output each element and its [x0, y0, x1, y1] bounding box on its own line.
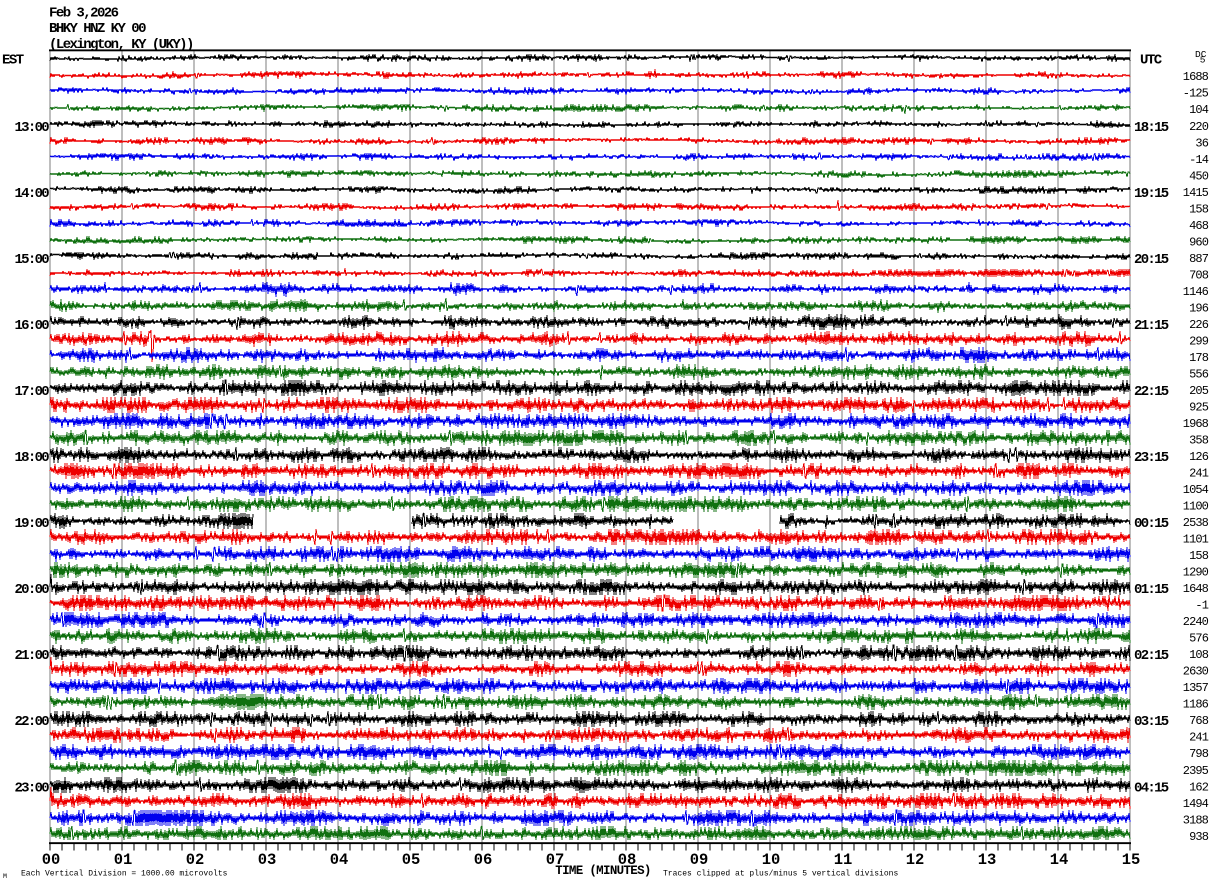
svg-text:960: 960: [1189, 235, 1209, 249]
svg-text:196: 196: [1189, 301, 1209, 315]
svg-text:UTC: UTC: [1140, 52, 1163, 68]
svg-text:205: 205: [1189, 384, 1209, 398]
svg-text:556: 556: [1189, 367, 1209, 381]
svg-text:5: 5: [1200, 55, 1206, 66]
svg-text:925: 925: [1189, 400, 1209, 414]
svg-text:19:00: 19:00: [14, 516, 49, 532]
svg-text:2395: 2395: [1183, 764, 1209, 778]
svg-text:22:00: 22:00: [14, 714, 49, 730]
svg-text:1415: 1415: [1183, 186, 1209, 200]
svg-text:226: 226: [1189, 318, 1209, 332]
svg-text:00:15: 00:15: [1134, 516, 1169, 532]
svg-text:20:00: 20:00: [14, 582, 49, 598]
svg-text:(Lexington, KY (UKY)): (Lexington, KY (UKY)): [49, 37, 193, 53]
svg-text:1100: 1100: [1183, 500, 1209, 514]
svg-text:01: 01: [114, 851, 133, 869]
svg-text:09: 09: [690, 851, 709, 869]
svg-text:1357: 1357: [1183, 681, 1209, 695]
svg-text:241: 241: [1189, 731, 1209, 745]
svg-text:158: 158: [1189, 202, 1209, 216]
svg-text:17:00: 17:00: [14, 384, 49, 400]
svg-text:241: 241: [1189, 467, 1209, 481]
svg-text:06: 06: [474, 851, 493, 869]
svg-text:DC: DC: [1195, 49, 1207, 60]
svg-text:13: 13: [978, 851, 997, 869]
svg-text:1186: 1186: [1183, 698, 1209, 712]
svg-text:M: M: [3, 873, 7, 880]
svg-text:14:00: 14:00: [14, 186, 49, 202]
svg-text:23:15: 23:15: [1134, 450, 1169, 466]
svg-text:158: 158: [1189, 549, 1209, 563]
svg-text:104: 104: [1189, 103, 1209, 117]
svg-text:576: 576: [1189, 632, 1209, 646]
svg-text:2630: 2630: [1183, 665, 1209, 679]
svg-text:15: 15: [1122, 851, 1141, 869]
svg-text:1146: 1146: [1183, 285, 1209, 299]
svg-text:21:00: 21:00: [14, 648, 49, 664]
svg-text:18:00: 18:00: [14, 450, 49, 466]
svg-text:3188: 3188: [1183, 813, 1209, 827]
svg-text:11: 11: [834, 851, 853, 869]
svg-text:-125: -125: [1183, 87, 1209, 101]
svg-text:1688: 1688: [1183, 70, 1209, 84]
svg-text:Traces clipped at plus/minus 5: Traces clipped at plus/minus 5 vertical …: [663, 870, 898, 879]
svg-text:126: 126: [1189, 450, 1209, 464]
svg-text:BHKY HNZ KY 00: BHKY HNZ KY 00: [49, 21, 146, 37]
svg-text:EST: EST: [2, 52, 24, 68]
svg-text:16:00: 16:00: [14, 318, 49, 334]
svg-text:01:15: 01:15: [1134, 582, 1169, 598]
svg-text:1968: 1968: [1183, 417, 1209, 431]
svg-text:1054: 1054: [1183, 483, 1209, 497]
svg-text:468: 468: [1189, 219, 1209, 233]
svg-text:18:15: 18:15: [1134, 120, 1169, 136]
svg-text:03: 03: [258, 851, 277, 869]
svg-text:-14: -14: [1189, 153, 1209, 167]
svg-text:2240: 2240: [1183, 615, 1209, 629]
svg-text:768: 768: [1189, 714, 1209, 728]
svg-text:07: 07: [546, 851, 565, 869]
svg-text:1290: 1290: [1183, 566, 1209, 580]
svg-text:12: 12: [906, 851, 925, 869]
svg-text:08: 08: [618, 851, 637, 869]
svg-text:Feb 3,2026: Feb 3,2026: [49, 6, 119, 22]
svg-text:22:15: 22:15: [1134, 384, 1169, 400]
svg-text:708: 708: [1189, 268, 1209, 282]
svg-text:108: 108: [1189, 648, 1209, 662]
svg-text:938: 938: [1189, 830, 1209, 844]
svg-text:178: 178: [1189, 351, 1209, 365]
svg-text:03:15: 03:15: [1134, 714, 1169, 730]
svg-text:02: 02: [186, 851, 205, 869]
svg-text:14: 14: [1050, 851, 1069, 869]
svg-text:04: 04: [330, 851, 349, 869]
svg-text:887: 887: [1189, 252, 1209, 266]
svg-text:00: 00: [42, 851, 61, 869]
svg-text:20:15: 20:15: [1134, 252, 1169, 268]
svg-text:15:00: 15:00: [14, 252, 49, 268]
svg-text:1101: 1101: [1183, 533, 1209, 547]
svg-text:2538: 2538: [1183, 516, 1209, 530]
svg-text:220: 220: [1189, 120, 1209, 134]
svg-text:04:15: 04:15: [1134, 780, 1169, 796]
svg-text:-1: -1: [1195, 599, 1208, 613]
svg-text:05: 05: [402, 851, 421, 869]
svg-text:19:15: 19:15: [1134, 186, 1169, 202]
svg-text:13:00: 13:00: [14, 120, 49, 136]
svg-text:02:15: 02:15: [1134, 648, 1169, 664]
svg-text:1648: 1648: [1183, 582, 1209, 596]
svg-text:450: 450: [1189, 169, 1209, 183]
svg-text:21:15: 21:15: [1134, 318, 1169, 334]
svg-text:1494: 1494: [1183, 797, 1209, 811]
svg-text:299: 299: [1189, 334, 1209, 348]
svg-text:TIME (MINUTES): TIME (MINUTES): [555, 864, 651, 878]
svg-text:36: 36: [1195, 136, 1208, 150]
svg-text:Each Vertical Division = 1000.: Each Vertical Division = 1000.00 microvo…: [21, 870, 228, 879]
svg-text:162: 162: [1189, 780, 1209, 794]
svg-text:23:00: 23:00: [14, 780, 49, 796]
svg-text:798: 798: [1189, 747, 1209, 761]
svg-text:358: 358: [1189, 433, 1209, 447]
svg-text:10: 10: [762, 851, 781, 869]
